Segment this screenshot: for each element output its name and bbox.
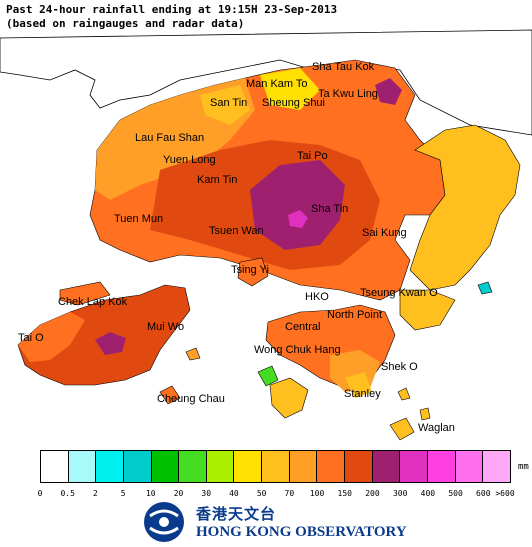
north-zone	[260, 68, 320, 110]
legend-tick-label: 0	[37, 489, 43, 498]
legend-tick-label: 500	[448, 489, 463, 498]
place-label: Sha Tin	[311, 203, 348, 215]
shek-o-isle	[397, 387, 411, 401]
title-line-1: Past 24-hour rainfall ending at 19:15H 2…	[6, 3, 338, 16]
legend-swatch	[206, 451, 235, 482]
legend-swatch	[234, 451, 263, 482]
legend-tick-label: 600	[476, 489, 491, 498]
legend-tick-label: 100	[309, 489, 325, 498]
hko-emblem-icon	[144, 502, 184, 542]
logo-english: HONG KONG OBSERVATORY	[196, 524, 407, 540]
place-label: Sha Tau Kok	[312, 61, 375, 73]
title-line-2: (based on raingauges and radar data)	[6, 17, 245, 30]
legend-tick-label: 5	[120, 489, 126, 498]
place-label: Waglan	[418, 422, 455, 434]
place-label: Tseung Kwan O	[360, 287, 438, 299]
place-label: Shek O	[381, 361, 418, 373]
place-label: Yuen Long	[163, 154, 216, 166]
lamma-island	[269, 377, 309, 419]
place-label: North Point	[327, 309, 382, 321]
lantau-island	[17, 284, 191, 386]
legend-tick-label: 50	[256, 489, 267, 498]
legend-tick-label: 2	[92, 489, 98, 498]
ninepin-island	[477, 281, 493, 295]
place-label: San Tin	[210, 97, 247, 109]
place-label: Tuen Mun	[114, 213, 163, 225]
legend-tick-label: 70	[284, 489, 295, 498]
sha-tin-heavy-zone	[250, 160, 345, 250]
place-label: Man Kam To	[246, 78, 308, 90]
ta-kwu-ling-heavy	[375, 78, 402, 105]
legend-swatch	[151, 451, 180, 482]
legend-tick-label: >600	[495, 489, 515, 498]
legend-swatch	[483, 451, 510, 482]
place-label: Lau Fau Shan	[135, 132, 204, 144]
legend-tick-label: 300	[392, 489, 408, 498]
legend-swatch	[123, 451, 152, 482]
place-label: Sheung Shui	[262, 97, 325, 109]
place-label: HKO	[305, 291, 329, 303]
place-label: Central	[285, 321, 320, 333]
cheung-chau-island	[159, 385, 181, 405]
legend-swatch	[427, 451, 456, 482]
place-label: Mui Wo	[147, 321, 184, 333]
place-label: Ta Kwu Ling	[318, 88, 378, 100]
logo-chinese: 香港天文台	[196, 505, 277, 523]
lantau-west-band	[18, 312, 85, 362]
place-label: Sai Kung	[362, 227, 407, 239]
legend-tick-label: 30	[201, 489, 212, 498]
legend-tick-label: 10	[145, 489, 156, 498]
hko-logo: 香港天文台 HONG KONG OBSERVATORY	[140, 500, 407, 544]
legend-swatch	[262, 451, 290, 482]
place-label: Tsing Yi	[231, 264, 269, 276]
legend-color-bar	[40, 450, 511, 483]
legend-tick-label: 150	[337, 489, 352, 498]
waglan-island	[419, 407, 431, 421]
place-label: Stanley	[344, 388, 381, 400]
legend-swatch	[345, 451, 373, 482]
legend-swatch	[289, 451, 318, 482]
lamma-green-zone	[257, 365, 279, 387]
stanley-zone	[345, 372, 372, 398]
legend-tick-label: 0.5	[60, 489, 75, 498]
legend-swatch	[96, 451, 124, 482]
legend-swatch	[41, 451, 69, 482]
po-toi-island	[389, 417, 415, 441]
tsing-yi-island	[237, 257, 269, 287]
legend-tick-label: 40	[229, 489, 239, 498]
rainfall-legend: mm 0 0.5 2 5 10 20 30 40 50 70 100 150 200 300 400 500 6…	[38, 450, 529, 498]
tsing-yi-small-isle	[185, 347, 201, 361]
legend-unit: mm	[518, 462, 529, 472]
legend-tick-label: 400	[420, 489, 436, 498]
place-label: Cheung Chau	[157, 393, 225, 405]
east-lightest-zone	[455, 140, 515, 200]
legend-tick-label: 200	[365, 489, 380, 498]
legend-swatch	[68, 451, 97, 482]
legend-swatch	[317, 451, 346, 482]
mainland-area	[0, 29, 532, 136]
lantau-heavy	[95, 332, 126, 355]
place-label: Tai O	[18, 332, 44, 344]
place-label: Tai Po	[297, 150, 328, 162]
place-label: Chek Lap Kok	[58, 296, 128, 308]
legend-swatch	[372, 451, 401, 482]
legend-swatch	[179, 451, 207, 482]
place-label: Wong Chuk Hang	[254, 344, 341, 356]
legend-swatch	[400, 451, 428, 482]
rainfall-map: Sha Tau Kok Man Kam To Ta Kwu Ling San T…	[0, 29, 532, 441]
sha-tin-peak	[288, 210, 308, 228]
tseung-kwan-o-area	[399, 289, 456, 331]
map-title: Past 24-hour rainfall ending at 19:15H 2…	[6, 3, 337, 31]
place-label: Tsuen Wan	[209, 225, 264, 237]
legend-ticks: 0 0.5 2 5 10 20 30 40 50 70 100 150 200 300 400 500 600 >…	[37, 489, 520, 503]
san-tin-zone	[200, 85, 250, 125]
chek-lap-kok-island	[59, 281, 111, 306]
place-label: Kam Tin	[197, 174, 237, 186]
legend-tick-label: 20	[173, 489, 184, 498]
legend-swatch	[455, 451, 484, 482]
